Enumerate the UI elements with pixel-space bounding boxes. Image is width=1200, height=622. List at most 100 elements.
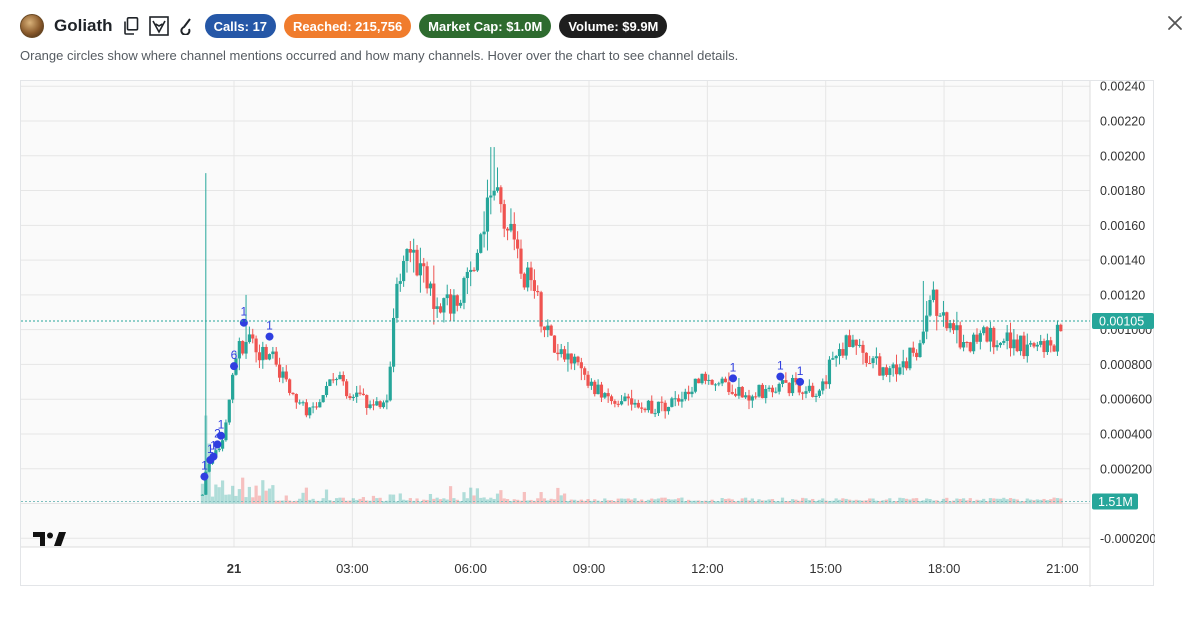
candle-body	[505, 228, 510, 231]
plot-area[interactable]	[21, 81, 1090, 547]
volume-bar	[291, 501, 295, 504]
candle-body	[257, 352, 262, 361]
candle-body	[482, 231, 486, 235]
candle-body	[774, 391, 778, 393]
candle-body	[1039, 341, 1043, 345]
volume-bar	[495, 493, 500, 504]
volume-bar	[656, 498, 661, 504]
candle-body	[552, 335, 557, 353]
y-tick-label: 0.00200	[1100, 149, 1145, 163]
candle-body	[475, 252, 479, 271]
candle-body	[277, 364, 282, 378]
candle-body	[898, 367, 902, 375]
volume-bar	[821, 498, 825, 504]
volume-tag	[1092, 493, 1138, 510]
volume-bar	[740, 498, 744, 504]
volume-bar	[479, 497, 483, 504]
candle-body	[780, 380, 785, 384]
candle-body	[790, 377, 795, 394]
volume-bar	[469, 487, 473, 504]
volume-bar	[452, 498, 456, 504]
candle-body	[237, 341, 241, 359]
candle-body	[438, 306, 443, 313]
candle-body	[760, 384, 764, 399]
candle-body	[284, 371, 288, 380]
candle-body	[676, 398, 681, 402]
volume-bar	[576, 500, 580, 504]
candle-body	[576, 356, 580, 363]
candle-body	[583, 368, 587, 375]
volume-bar	[334, 498, 339, 504]
volume-bar	[837, 499, 842, 504]
candle-body	[1005, 332, 1009, 341]
volume-bar	[841, 498, 845, 504]
mention-marker[interactable]	[776, 372, 785, 381]
candle-body	[1042, 341, 1046, 353]
candle-body	[596, 384, 600, 395]
candle-body	[1018, 335, 1023, 352]
candle-body	[784, 380, 788, 383]
pump-icon[interactable]	[177, 15, 197, 37]
candle-body	[878, 356, 882, 376]
candle-body	[532, 280, 536, 291]
volume-bar	[707, 501, 711, 504]
candle-body	[972, 334, 976, 352]
mention-marker[interactable]	[216, 431, 225, 440]
volume-bar	[489, 497, 493, 504]
mention-marker[interactable]	[230, 362, 239, 371]
candle-body	[713, 384, 718, 386]
mention-marker[interactable]	[213, 440, 222, 449]
explorer-lion-icon[interactable]	[148, 15, 169, 37]
mention-marker[interactable]	[200, 472, 209, 481]
candle-body	[777, 383, 781, 392]
candle-body	[801, 392, 805, 394]
y-tick-label: 0.00220	[1100, 114, 1145, 128]
volume-bar	[757, 499, 761, 504]
y-tick-label: 0.000200	[1100, 462, 1152, 476]
candle-body	[529, 267, 533, 281]
candle-body	[402, 261, 406, 282]
candle-body	[408, 249, 412, 253]
volume-bar	[428, 493, 433, 504]
volume-bar	[381, 501, 386, 504]
volume-bar	[1002, 497, 1006, 504]
candle-body	[331, 379, 335, 381]
close-button[interactable]	[1164, 12, 1186, 34]
volume-bar	[603, 498, 607, 504]
candle-body	[455, 295, 459, 306]
volume-bar	[375, 498, 379, 504]
candle-body	[314, 406, 319, 408]
y-tick-label: 0.00180	[1100, 184, 1145, 198]
volume-bar	[301, 492, 305, 504]
candle-body	[271, 351, 275, 355]
volume-bar	[918, 501, 922, 504]
mention-marker[interactable]	[239, 318, 248, 327]
volume-bar	[355, 499, 359, 504]
candle-body	[499, 187, 503, 205]
candle-body	[948, 323, 952, 329]
volume-bar	[1052, 497, 1056, 504]
mention-marker[interactable]	[265, 332, 274, 341]
candle-body	[294, 393, 298, 403]
candle-body	[1035, 344, 1039, 347]
candle-body	[888, 368, 892, 375]
volume-bar	[737, 500, 741, 504]
candle-body	[757, 384, 761, 397]
mention-count: 1	[218, 418, 225, 432]
volume-bar	[985, 501, 989, 504]
volume-bar	[462, 492, 466, 504]
volume-bar	[941, 498, 946, 504]
candle-body	[847, 335, 852, 347]
volume-bar	[868, 498, 872, 504]
mention-marker[interactable]	[796, 377, 805, 386]
volume-bar	[730, 499, 734, 504]
mention-marker[interactable]	[209, 452, 218, 461]
volume-bar	[549, 498, 553, 504]
mention-marker[interactable]	[729, 374, 738, 383]
candle-body	[311, 406, 315, 408]
volume-bar	[351, 498, 355, 504]
volume-bar	[878, 500, 882, 504]
copy-icon[interactable]	[121, 15, 141, 37]
